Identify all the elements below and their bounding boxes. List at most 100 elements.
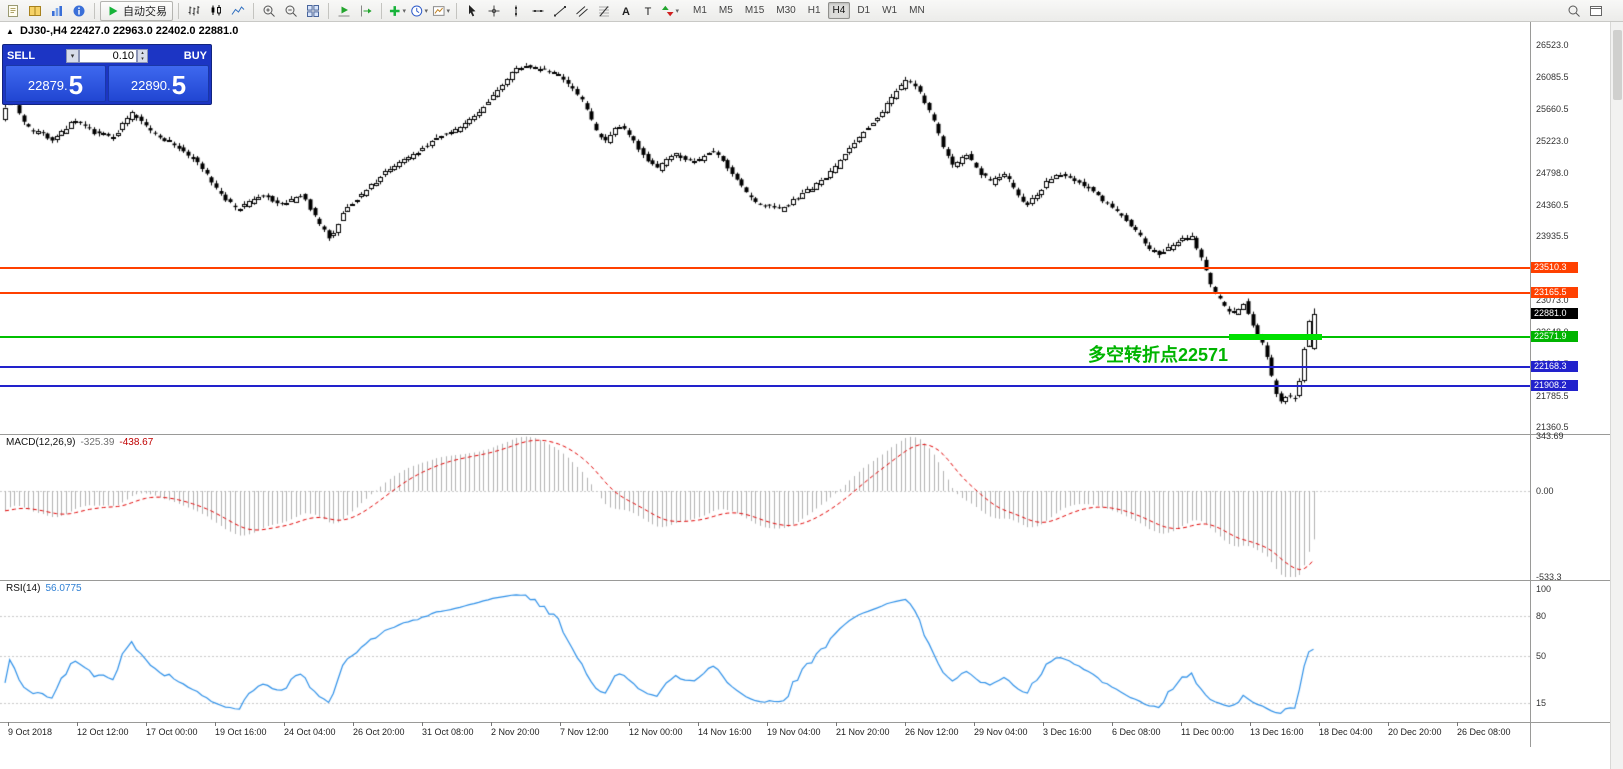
trendline-icon[interactable]: [550, 1, 570, 21]
candlestick-icon[interactable]: [206, 1, 226, 21]
time-axis-tick: [836, 722, 837, 726]
periods-caret-icon[interactable]: ▾: [424, 7, 428, 15]
tf-button-m15[interactable]: M15: [744, 5, 765, 16]
autotrading-label: 自动交易: [123, 5, 167, 18]
macd-axis-label: 0.00: [1536, 486, 1554, 496]
time-axis-tick: [284, 722, 285, 726]
pivot-line[interactable]: [0, 336, 1530, 339]
sell-price: 22879.: [27, 78, 68, 93]
buy-button[interactable]: 22890. 5: [108, 65, 209, 102]
time-axis-tick: [767, 722, 768, 726]
price-axis-label: 21785.5: [1536, 390, 1569, 401]
macd-signal-value: -438.67: [119, 437, 154, 448]
templates-icon[interactable]: ▾: [431, 1, 451, 21]
terminal-icon[interactable]: [69, 1, 89, 21]
vertical-line-icon[interactable]: [506, 1, 526, 21]
sell-button[interactable]: 22879. 5: [5, 65, 106, 102]
toolbar-separator: [381, 2, 382, 19]
tf-button-m1[interactable]: M1: [693, 5, 707, 16]
sell-price-big-digit: 5: [68, 70, 84, 100]
tile-windows-icon[interactable]: [303, 1, 323, 21]
tf-button-mn[interactable]: MN: [909, 5, 925, 16]
fibonacci-icon[interactable]: [594, 1, 614, 21]
window-icon[interactable]: [1586, 1, 1606, 21]
one-click-trading-panel: SELL ▾ ▴▾ BUY 22879. 5 22890. 5: [2, 44, 212, 105]
pane-splitter[interactable]: [0, 434, 1610, 435]
time-axis-label: 26 Dec 08:00: [1457, 727, 1511, 737]
line-chart-icon[interactable]: [228, 1, 248, 21]
macd-main-value: -325.39: [80, 437, 115, 448]
rsi-indicator-pane[interactable]: [0, 580, 1530, 722]
zoom-out-icon[interactable]: [281, 1, 301, 21]
indicators-icon[interactable]: ▾: [387, 1, 407, 21]
pivot-line-highlight[interactable]: [1228, 334, 1322, 341]
price-axis-label: 26085.5: [1536, 72, 1569, 83]
time-axis-label: 18 Dec 04:00: [1319, 727, 1373, 737]
arrows-caret-icon[interactable]: ▾: [675, 7, 679, 15]
pivot-annotation-text: 多空转折点22571: [1088, 345, 1229, 365]
text-icon[interactable]: A: [616, 1, 636, 21]
auto-scroll-icon[interactable]: [334, 1, 354, 21]
tf-button-w1[interactable]: W1: [882, 5, 898, 16]
chart-shift-icon[interactable]: [356, 1, 376, 21]
time-axis-tick: [422, 722, 423, 726]
scrollbar-thumb[interactable]: [1613, 30, 1622, 100]
templates-caret-icon[interactable]: ▾: [446, 7, 450, 15]
resistance-line-2[interactable]: [0, 292, 1530, 295]
candlestick-chart[interactable]: [0, 22, 1530, 434]
autotrading-button[interactable]: 自动交易: [100, 0, 173, 21]
indicators-caret-icon[interactable]: ▾: [402, 7, 406, 15]
macd-label: MACD(12,26,9) -325.39 -438.67: [6, 437, 154, 448]
toolbar: 自动交易 ▾ ▾ ▾ A T ▾ M1 M5 M15 M30 H1 H4 D1 W1 MN: [0, 0, 1623, 22]
navigator-icon[interactable]: [47, 1, 67, 21]
new-order-icon[interactable]: [3, 1, 23, 21]
periods-icon[interactable]: ▾: [409, 1, 429, 21]
search-icon[interactable]: [1564, 1, 1584, 21]
tf-button-h4[interactable]: H4: [827, 2, 851, 19]
volume-dropdown-button[interactable]: ▾: [66, 48, 79, 63]
time-axis-label: 26 Nov 12:00: [905, 727, 959, 737]
time-axis-label: 31 Oct 08:00: [422, 727, 474, 737]
tf-button-m5[interactable]: M5: [718, 5, 733, 16]
cursor-icon[interactable]: [462, 1, 482, 21]
channel-icon[interactable]: [572, 1, 592, 21]
zoom-in-icon[interactable]: [259, 1, 279, 21]
time-axis-label: 2 Nov 20:00: [491, 727, 540, 737]
bar-chart-icon[interactable]: [184, 1, 204, 21]
price-badge: 22168.3: [1531, 361, 1578, 373]
vertical-scrollbar[interactable]: [1610, 22, 1623, 769]
toolbar-right: [1563, 1, 1607, 21]
label-icon[interactable]: T: [638, 1, 658, 21]
volume-spinner[interactable]: ▴ ▾: [137, 48, 148, 63]
pane-splitter[interactable]: [0, 580, 1610, 581]
time-axis-tick: [215, 722, 216, 726]
time-axis-label: 14 Nov 16:00: [698, 727, 752, 737]
timeframe-toolbar: M1 M5 M15 M30 H1 H4 D1 W1 MN: [687, 2, 931, 19]
support-line-1[interactable]: [0, 366, 1530, 369]
resistance-line-1[interactable]: [0, 266, 1530, 269]
svg-text:T: T: [645, 6, 652, 18]
crosshair-icon[interactable]: [484, 1, 504, 21]
time-axis-tick: [77, 722, 78, 726]
arrows-icon[interactable]: ▾: [660, 1, 680, 21]
market-watch-icon[interactable]: [25, 1, 45, 21]
tf-button-m30[interactable]: M30: [776, 5, 796, 16]
time-axis-tick: [1388, 722, 1389, 726]
rsi-axis-label: 80: [1536, 610, 1547, 621]
time-axis-tick: [629, 722, 630, 726]
volume-input[interactable]: [79, 48, 137, 63]
time-axis-label: 26 Oct 20:00: [353, 727, 405, 737]
time-axis-tick: [1457, 722, 1458, 726]
horizontal-line-icon[interactable]: [528, 1, 548, 21]
support-line-2[interactable]: [0, 385, 1530, 388]
buy-price: 22890.: [130, 78, 171, 93]
time-axis-tick: [1181, 722, 1182, 726]
tf-button-d1[interactable]: D1: [857, 5, 871, 16]
time-axis-label: 24 Oct 04:00: [284, 727, 336, 737]
symbol-marker-icon: ▲: [6, 27, 14, 36]
time-axis-label: 29 Nov 04:00: [974, 727, 1028, 737]
tf-button-h1[interactable]: H1: [807, 5, 821, 16]
volume-control: ▾ ▴▾: [53, 48, 161, 63]
macd-indicator-pane[interactable]: [0, 434, 1530, 580]
rsi-label: RSI(14) 56.0775: [6, 583, 82, 594]
